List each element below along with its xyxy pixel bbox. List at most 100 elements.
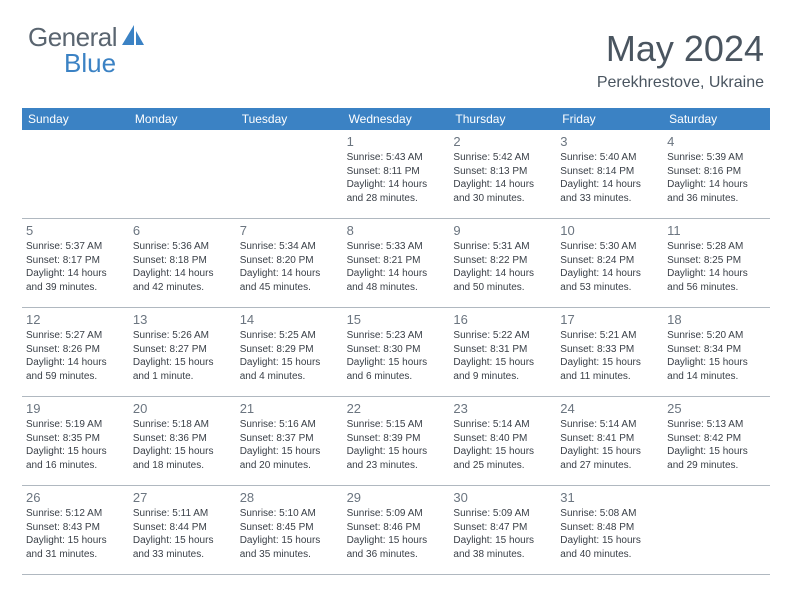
header: May 2024 Perekhrestove, Ukraine bbox=[597, 28, 764, 92]
sunset-text: Sunset: 8:42 PM bbox=[667, 432, 766, 446]
day-cell bbox=[236, 130, 343, 218]
day-info: Sunrise: 5:14 AMSunset: 8:40 PMDaylight:… bbox=[453, 418, 552, 472]
daylight-text: Daylight: 15 hours and 20 minutes. bbox=[240, 445, 339, 472]
sunrise-text: Sunrise: 5:14 AM bbox=[560, 418, 659, 432]
day-number: 20 bbox=[133, 401, 232, 416]
sunrise-text: Sunrise: 5:39 AM bbox=[667, 151, 766, 165]
day-info: Sunrise: 5:43 AMSunset: 8:11 PMDaylight:… bbox=[347, 151, 446, 205]
day-number: 12 bbox=[26, 312, 125, 327]
sunset-text: Sunset: 8:18 PM bbox=[133, 254, 232, 268]
sunrise-text: Sunrise: 5:34 AM bbox=[240, 240, 339, 254]
week-row: 19Sunrise: 5:19 AMSunset: 8:35 PMDayligh… bbox=[22, 397, 770, 486]
sunrise-text: Sunrise: 5:36 AM bbox=[133, 240, 232, 254]
sunset-text: Sunset: 8:36 PM bbox=[133, 432, 232, 446]
sunrise-text: Sunrise: 5:40 AM bbox=[560, 151, 659, 165]
day-info: Sunrise: 5:39 AMSunset: 8:16 PMDaylight:… bbox=[667, 151, 766, 205]
daylight-text: Daylight: 15 hours and 4 minutes. bbox=[240, 356, 339, 383]
calendar-grid: SundayMondayTuesdayWednesdayThursdayFrid… bbox=[22, 108, 770, 575]
week-row: 1 Sunrise: 5:43 AMSunset: 8:11 PMDaylight… bbox=[22, 130, 770, 219]
day-number: 1 bbox=[347, 134, 446, 149]
day-info: Sunrise: 5:12 AMSunset: 8:43 PMDaylight:… bbox=[26, 507, 125, 561]
day-cell: 19Sunrise: 5:19 AMSunset: 8:35 PMDayligh… bbox=[22, 397, 129, 485]
day-number: 22 bbox=[347, 401, 446, 416]
day-number: 30 bbox=[453, 490, 552, 505]
daylight-text: Daylight: 14 hours and 50 minutes. bbox=[453, 267, 552, 294]
day-info: Sunrise: 5:30 AMSunset: 8:24 PMDaylight:… bbox=[560, 240, 659, 294]
day-header-cell: Wednesday bbox=[343, 108, 450, 130]
sunset-text: Sunset: 8:13 PM bbox=[453, 165, 552, 179]
daylight-text: Daylight: 15 hours and 36 minutes. bbox=[347, 534, 446, 561]
sunrise-text: Sunrise: 5:20 AM bbox=[667, 329, 766, 343]
week-row: 5Sunrise: 5:37 AMSunset: 8:17 PMDaylight… bbox=[22, 219, 770, 308]
day-number: 21 bbox=[240, 401, 339, 416]
day-info: Sunrise: 5:20 AMSunset: 8:34 PMDaylight:… bbox=[667, 329, 766, 383]
day-header-cell: Tuesday bbox=[236, 108, 343, 130]
logo-sail-icon bbox=[120, 23, 146, 52]
weeks-container: 1 Sunrise: 5:43 AMSunset: 8:11 PMDaylight… bbox=[22, 130, 770, 575]
day-cell: 8Sunrise: 5:33 AMSunset: 8:21 PMDaylight… bbox=[343, 219, 450, 307]
sunset-text: Sunset: 8:25 PM bbox=[667, 254, 766, 268]
sunrise-text: Sunrise: 5:26 AM bbox=[133, 329, 232, 343]
daylight-text: Daylight: 15 hours and 18 minutes. bbox=[133, 445, 232, 472]
daylight-text: Daylight: 14 hours and 53 minutes. bbox=[560, 267, 659, 294]
daylight-text: Daylight: 14 hours and 36 minutes. bbox=[667, 178, 766, 205]
day-cell: 20Sunrise: 5:18 AMSunset: 8:36 PMDayligh… bbox=[129, 397, 236, 485]
sunrise-text: Sunrise: 5:31 AM bbox=[453, 240, 552, 254]
daylight-text: Daylight: 15 hours and 23 minutes. bbox=[347, 445, 446, 472]
daylight-text: Daylight: 14 hours and 42 minutes. bbox=[133, 267, 232, 294]
sunset-text: Sunset: 8:16 PM bbox=[667, 165, 766, 179]
day-header-cell: Thursday bbox=[449, 108, 556, 130]
sunset-text: Sunset: 8:39 PM bbox=[347, 432, 446, 446]
sunrise-text: Sunrise: 5:13 AM bbox=[667, 418, 766, 432]
sunrise-text: Sunrise: 5:09 AM bbox=[453, 507, 552, 521]
sunrise-text: Sunrise: 5:27 AM bbox=[26, 329, 125, 343]
day-cell: 31Sunrise: 5:08 AMSunset: 8:48 PMDayligh… bbox=[556, 486, 663, 574]
daylight-text: Daylight: 14 hours and 28 minutes. bbox=[347, 178, 446, 205]
day-cell: 1 Sunrise: 5:43 AMSunset: 8:11 PMDaylight… bbox=[343, 130, 450, 218]
day-cell bbox=[22, 130, 129, 218]
day-cell: 16Sunrise: 5:22 AMSunset: 8:31 PMDayligh… bbox=[449, 308, 556, 396]
day-cell: 30Sunrise: 5:09 AMSunset: 8:47 PMDayligh… bbox=[449, 486, 556, 574]
sunrise-text: Sunrise: 5:10 AM bbox=[240, 507, 339, 521]
logo: General Blue bbox=[28, 22, 146, 53]
day-number: 6 bbox=[133, 223, 232, 238]
day-number: 2 bbox=[453, 134, 552, 149]
daylight-text: Daylight: 15 hours and 16 minutes. bbox=[26, 445, 125, 472]
day-number: 23 bbox=[453, 401, 552, 416]
day-header-cell: Sunday bbox=[22, 108, 129, 130]
day-info: Sunrise: 5:23 AMSunset: 8:30 PMDaylight:… bbox=[347, 329, 446, 383]
day-info: Sunrise: 5:33 AMSunset: 8:21 PMDaylight:… bbox=[347, 240, 446, 294]
day-info: Sunrise: 5:28 AMSunset: 8:25 PMDaylight:… bbox=[667, 240, 766, 294]
sunset-text: Sunset: 8:48 PM bbox=[560, 521, 659, 535]
week-row: 12Sunrise: 5:27 AMSunset: 8:26 PMDayligh… bbox=[22, 308, 770, 397]
sunset-text: Sunset: 8:27 PM bbox=[133, 343, 232, 357]
month-title: May 2024 bbox=[597, 28, 764, 70]
sunset-text: Sunset: 8:14 PM bbox=[560, 165, 659, 179]
sunrise-text: Sunrise: 5:09 AM bbox=[347, 507, 446, 521]
daylight-text: Daylight: 15 hours and 6 minutes. bbox=[347, 356, 446, 383]
day-number: 28 bbox=[240, 490, 339, 505]
day-cell: 11Sunrise: 5:28 AMSunset: 8:25 PMDayligh… bbox=[663, 219, 770, 307]
sunset-text: Sunset: 8:44 PM bbox=[133, 521, 232, 535]
day-info: Sunrise: 5:14 AMSunset: 8:41 PMDaylight:… bbox=[560, 418, 659, 472]
day-info: Sunrise: 5:21 AMSunset: 8:33 PMDaylight:… bbox=[560, 329, 659, 383]
day-info: Sunrise: 5:31 AMSunset: 8:22 PMDaylight:… bbox=[453, 240, 552, 294]
sunrise-text: Sunrise: 5:16 AM bbox=[240, 418, 339, 432]
day-number: 14 bbox=[240, 312, 339, 327]
sunset-text: Sunset: 8:29 PM bbox=[240, 343, 339, 357]
sunset-text: Sunset: 8:31 PM bbox=[453, 343, 552, 357]
daylight-text: Daylight: 15 hours and 40 minutes. bbox=[560, 534, 659, 561]
day-cell: 13Sunrise: 5:26 AMSunset: 8:27 PMDayligh… bbox=[129, 308, 236, 396]
day-number: 25 bbox=[667, 401, 766, 416]
day-cell: 27Sunrise: 5:11 AMSunset: 8:44 PMDayligh… bbox=[129, 486, 236, 574]
day-number: 15 bbox=[347, 312, 446, 327]
daylight-text: Daylight: 15 hours and 33 minutes. bbox=[133, 534, 232, 561]
day-cell: 15 Sunrise: 5:23 AMSunset: 8:30 PMDayligh… bbox=[343, 308, 450, 396]
daylight-text: Daylight: 14 hours and 33 minutes. bbox=[560, 178, 659, 205]
sunrise-text: Sunrise: 5:11 AM bbox=[133, 507, 232, 521]
daylight-text: Daylight: 15 hours and 9 minutes. bbox=[453, 356, 552, 383]
day-number: 29 bbox=[347, 490, 446, 505]
daylight-text: Daylight: 14 hours and 56 minutes. bbox=[667, 267, 766, 294]
day-number: 9 bbox=[453, 223, 552, 238]
day-number: 16 bbox=[453, 312, 552, 327]
